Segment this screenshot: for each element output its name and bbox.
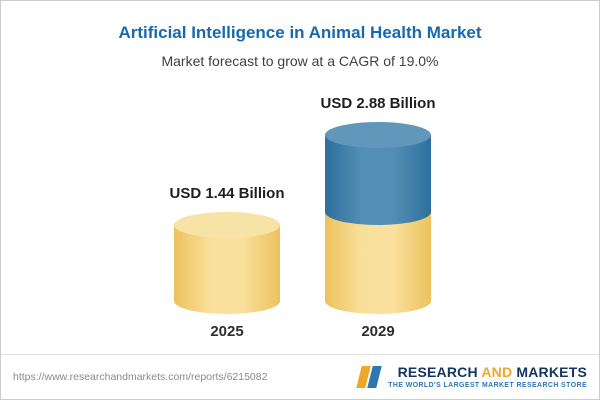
brand-word-markets: MARKETS — [516, 364, 587, 380]
cylinder-segment-gold — [174, 224, 280, 314]
report-url-link[interactable]: https://www.researchandmarkets.com/repor… — [13, 371, 268, 383]
bar-group-2029: USD 2.88 Billion 2029 — [298, 95, 458, 341]
brand-logo: RESEARCH AND MARKETS THE WORLD'S LARGEST… — [356, 365, 587, 390]
brand-name: RESEARCH AND MARKETS — [388, 365, 587, 380]
value-label-2025: USD 1.44 Billion — [169, 184, 285, 202]
category-label-2029: 2029 — [361, 323, 395, 340]
value-label-2029: USD 2.88 Billion — [320, 95, 436, 113]
brand-text: RESEARCH AND MARKETS THE WORLD'S LARGEST… — [388, 365, 587, 390]
brand-word-and: AND — [481, 364, 513, 380]
brand-mark-icon — [356, 365, 382, 389]
cylinder-2029 — [325, 122, 431, 314]
cylinder-cap-blue — [325, 122, 431, 149]
bar-chart: USD 1.44 Billion 2025 USD 2.88 Billion 2… — [1, 89, 599, 341]
footer: https://www.researchandmarkets.com/repor… — [1, 354, 599, 399]
chart-subtitle: Market forecast to grow at a CAGR of 19.… — [161, 53, 439, 69]
category-label-2025: 2025 — [210, 323, 244, 340]
cylinder-cap-gold — [174, 211, 280, 238]
bar-group-2025: USD 1.44 Billion 2025 — [147, 185, 307, 341]
cylinder-segment-blue — [325, 135, 431, 225]
cylinder-2025 — [174, 211, 280, 314]
chart-title: Artificial Intelligence in Animal Health… — [118, 23, 482, 42]
cylinder-segment-gold — [325, 211, 431, 314]
brand-tagline: THE WORLD'S LARGEST MARKET RESEARCH STOR… — [388, 382, 587, 389]
brand-word-research: RESEARCH — [397, 364, 478, 380]
